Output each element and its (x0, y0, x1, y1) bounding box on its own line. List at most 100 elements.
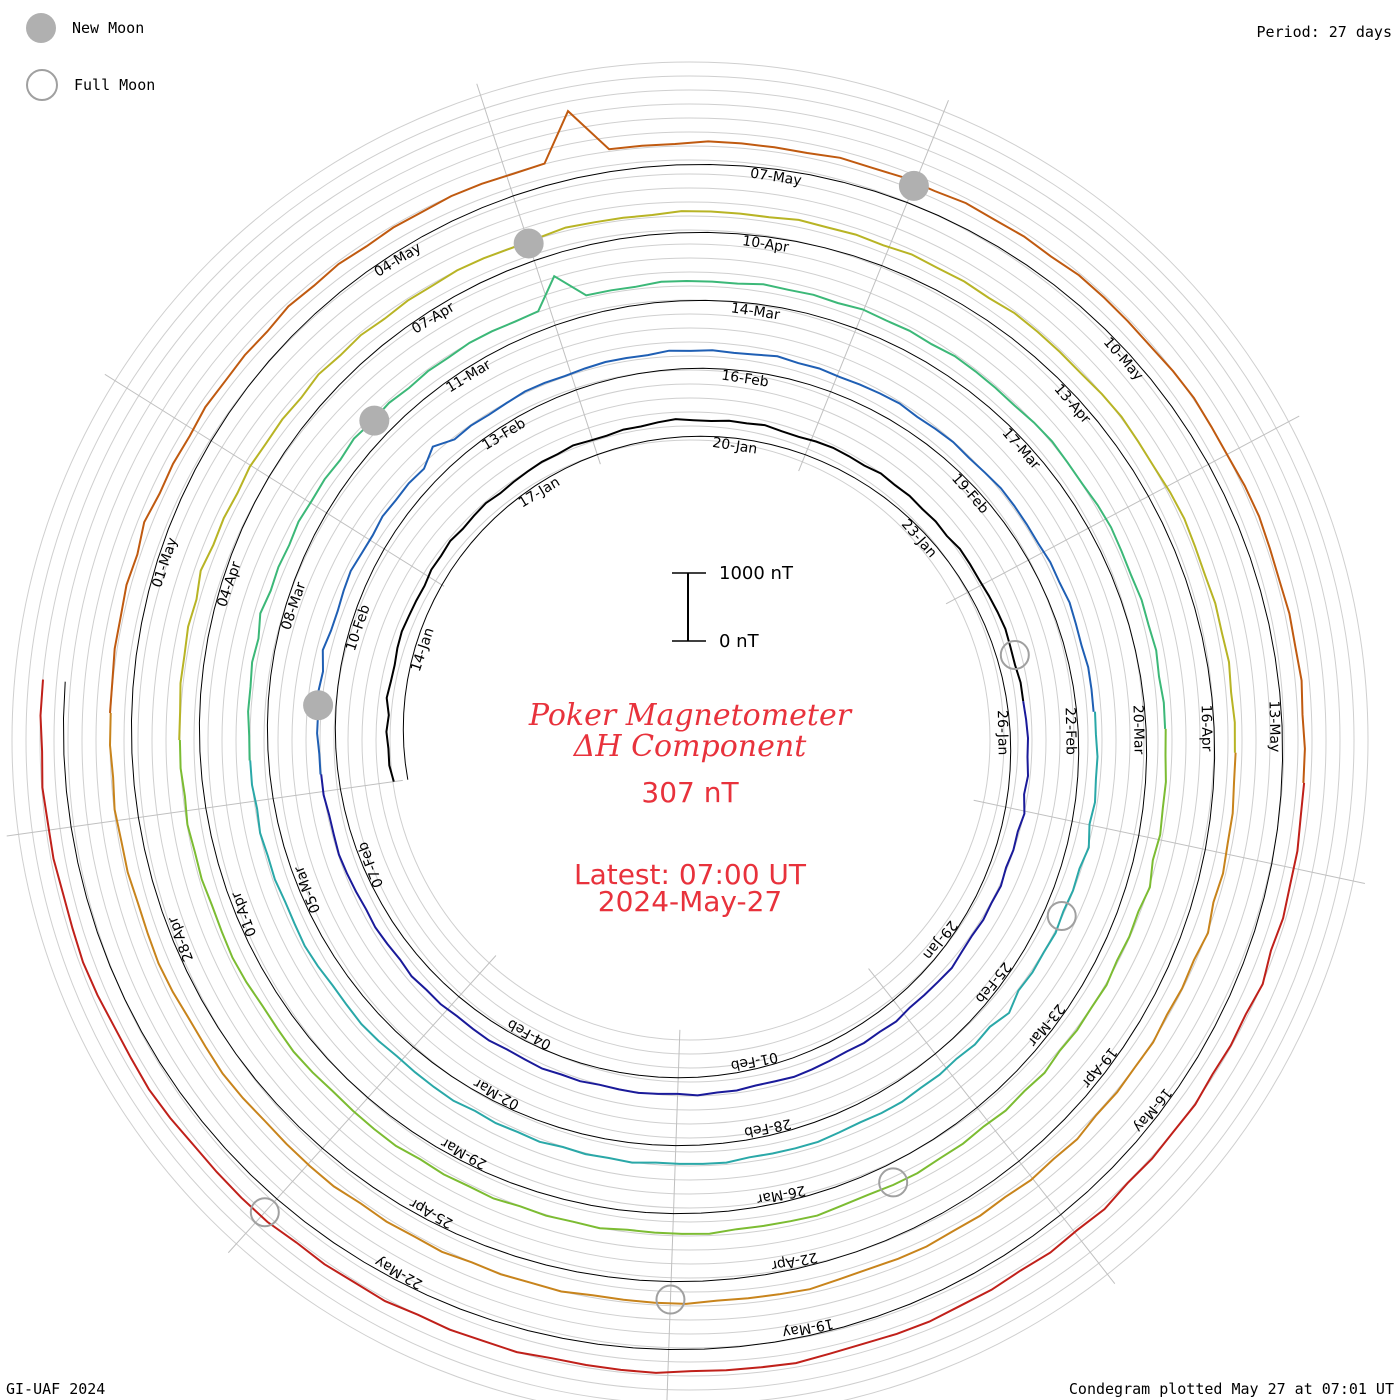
series-line-8 (109, 109, 1306, 783)
legend-full-moon-label: Full Moon (74, 76, 156, 94)
grid-circle (277, 327, 1103, 1153)
date-label: 04-Feb (505, 1015, 555, 1052)
grid-circle (193, 243, 1187, 1237)
grid-circle (67, 117, 1313, 1363)
date-label: 19-Apr (1078, 1044, 1120, 1091)
scale-bottom-label: 0 nT (719, 631, 759, 652)
date-label: 14-Mar (730, 300, 781, 323)
grid-circle (151, 201, 1229, 1279)
new-moon-marker (359, 405, 390, 436)
credit-label: GI-UAF 2024 (6, 1380, 106, 1398)
scale-top-label: 1000 nT (719, 563, 793, 584)
full-moon-marker (878, 1167, 909, 1198)
date-label: 10-Apr (741, 233, 790, 256)
grid-circle (25, 75, 1355, 1400)
legend-new-moon-label: New Moon (72, 19, 145, 37)
series-line-2 (316, 349, 1095, 775)
date-label: 16-Apr (1198, 704, 1215, 751)
new-moon-marker (898, 170, 929, 201)
date-label: 10-May (1100, 334, 1146, 383)
date-label: 05-Mar (291, 863, 324, 915)
full-moon-marker (999, 639, 1030, 670)
grid-circle (123, 173, 1257, 1307)
new-moon-marker (303, 690, 334, 721)
full-moon-icon (26, 69, 58, 101)
scale-bar (672, 572, 706, 642)
series-line-9 (39, 679, 1306, 1374)
grid-radial (104, 373, 445, 587)
date-label: 20-Mar (1130, 705, 1147, 755)
date-label: 26-Jan (994, 710, 1011, 756)
plotted-label: Condegram plotted May 27 at 07:01 UT (1068, 1380, 1394, 1398)
latest-time: Latest: 07:00 UT (573, 858, 807, 891)
date-label: 28-Apr (165, 914, 197, 964)
grid-radial (666, 1029, 681, 1400)
new-moon-marker (513, 228, 544, 259)
grid-radial (6, 779, 403, 837)
grid-radial (868, 968, 1116, 1285)
chart-title-line1: Poker Magnetometer (528, 698, 852, 733)
date-label: 01-Feb (729, 1049, 779, 1074)
grid-radial (973, 799, 1366, 884)
date-label: 10-Feb (343, 603, 373, 653)
grid-circle (81, 131, 1299, 1349)
series-line-5 (178, 728, 1167, 1235)
series-line-6 (178, 210, 1236, 753)
grid-layer (6, 61, 1369, 1400)
grid-circle (291, 341, 1089, 1139)
legend-full-moon: Full Moon (26, 69, 155, 101)
grid-circle (53, 103, 1327, 1377)
date-label: 25-Apr (407, 1195, 456, 1232)
series-layer (39, 109, 1306, 1374)
baseline-spiral (62, 163, 1284, 1351)
date-label: 29-Mar (438, 1134, 489, 1172)
series-line-1 (320, 700, 1030, 1097)
date-label: 08-Mar (278, 580, 309, 632)
current-value: 307 nT (641, 776, 739, 809)
full-moon-marker (249, 1197, 280, 1228)
grid-circle (207, 257, 1173, 1223)
date-label: 22-Feb (1062, 707, 1079, 755)
series-line-4 (247, 274, 1167, 761)
date-label: 22-May (372, 1253, 425, 1292)
date-label: 13-May (1266, 700, 1283, 752)
date-label: 14-Jan (408, 626, 438, 674)
grid-radial (798, 100, 949, 472)
date-label: 13-Feb (480, 415, 529, 453)
grid-circle (319, 369, 1061, 1111)
date-label: 26-Mar (755, 1182, 807, 1207)
grid-circle (137, 187, 1243, 1293)
legend-new-moon: New Moon (26, 13, 144, 43)
series-line-7 (108, 712, 1237, 1305)
moon-markers (249, 170, 1077, 1315)
latest-date: 2024-May-27 (597, 885, 783, 918)
date-label: 19-May (781, 1315, 835, 1341)
date-label: 02-Mar (471, 1075, 522, 1113)
date-label: 20-Jan (711, 435, 758, 458)
chart-title-line2: ΔH Component (573, 729, 807, 764)
grid-circle (389, 439, 991, 1041)
grid-circle (333, 383, 1047, 1097)
grid-circle (221, 271, 1159, 1209)
grid-circle (263, 313, 1117, 1167)
series-line-3 (249, 711, 1099, 1165)
date-label: 11-Mar (444, 357, 495, 396)
grid-circle (361, 411, 1019, 1069)
period-label: Period: 27 days (1256, 23, 1392, 41)
date-label: 07-May (749, 166, 803, 190)
date-label: 13-Apr (1051, 381, 1094, 427)
date-label: 22-Apr (770, 1249, 819, 1274)
grid-circle (347, 397, 1033, 1083)
date-label: 16-Feb (720, 368, 770, 391)
full-moon-marker (1046, 900, 1077, 931)
new-moon-icon (26, 13, 56, 43)
grid-radial (476, 83, 601, 465)
date-label: 23-Jan (898, 516, 940, 561)
date-label: 29-Jan (919, 917, 960, 962)
date-label: 17-Mar (999, 425, 1044, 473)
grid-circle (39, 89, 1341, 1391)
date-label: 07-Feb (355, 839, 387, 889)
series-line-0 (385, 418, 1025, 782)
date-label: 17-Jan (516, 474, 563, 511)
